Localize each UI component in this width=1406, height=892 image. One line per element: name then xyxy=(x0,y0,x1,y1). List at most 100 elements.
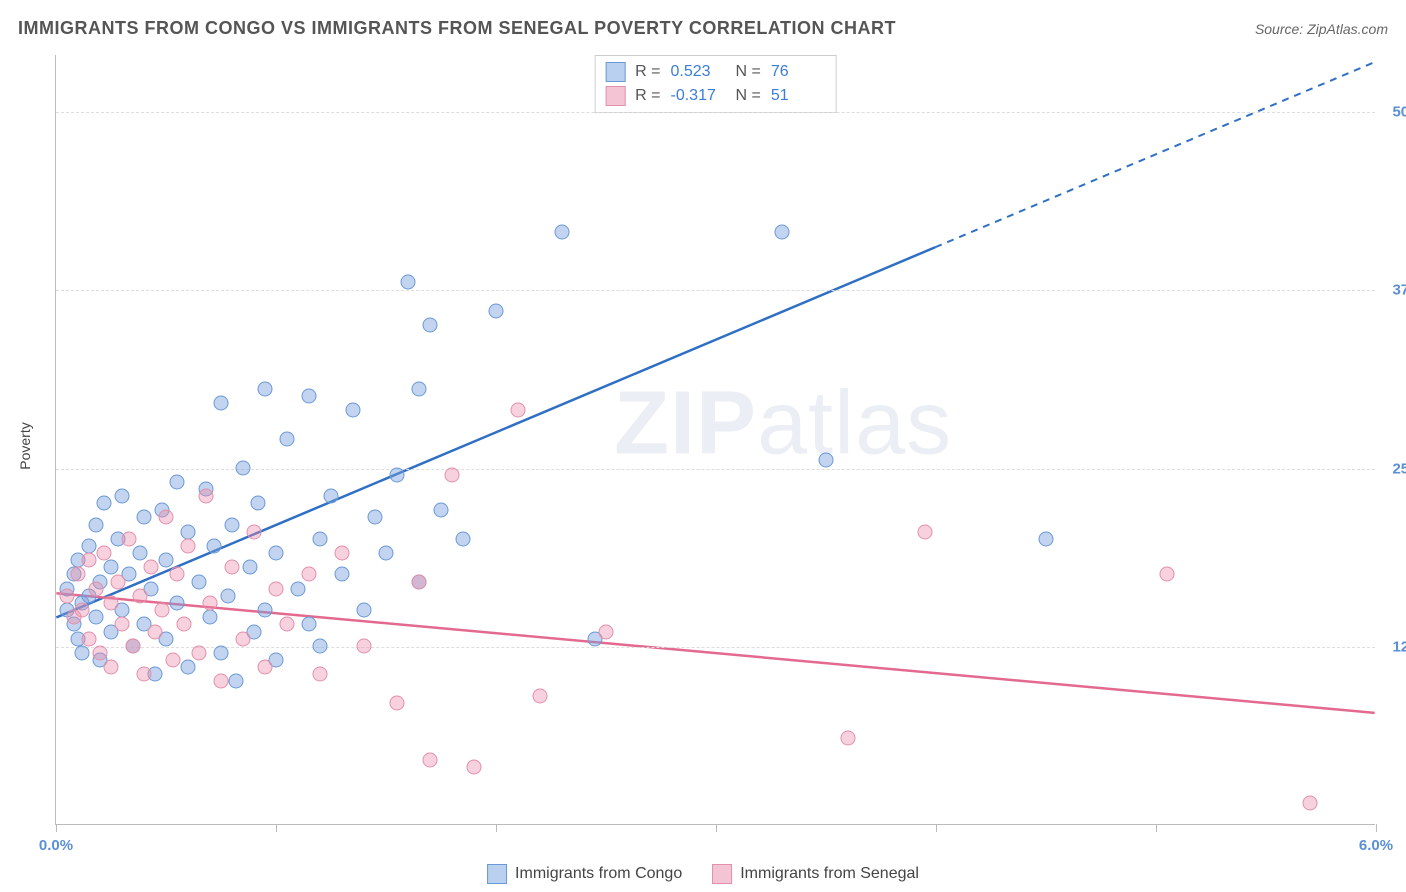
scatter-point xyxy=(165,653,180,668)
scatter-point xyxy=(346,403,361,418)
x-tick xyxy=(496,824,497,832)
scatter-point xyxy=(379,546,394,561)
scatter-point xyxy=(88,610,103,625)
source-name: ZipAtlas.com xyxy=(1307,21,1388,37)
legend-label: Immigrants from Congo xyxy=(515,865,682,883)
scatter-point xyxy=(456,531,471,546)
scatter-point xyxy=(412,574,427,589)
scatter-point xyxy=(203,610,218,625)
scatter-point xyxy=(251,496,266,511)
legend-item: Immigrants from Senegal xyxy=(712,864,919,884)
scatter-point xyxy=(170,567,185,582)
scatter-point xyxy=(104,560,119,575)
x-tick xyxy=(936,824,937,832)
trend-lines-svg xyxy=(56,55,1375,824)
scatter-point xyxy=(75,603,90,618)
x-tick xyxy=(1376,824,1377,832)
scatter-point xyxy=(390,695,405,710)
scatter-point xyxy=(1303,795,1318,810)
x-tick xyxy=(1156,824,1157,832)
scatter-point xyxy=(115,617,130,632)
scatter-point xyxy=(71,567,86,582)
correlation-stats-box: R =0.523N =76R =-0.317N =51 xyxy=(594,55,837,113)
scatter-point xyxy=(110,574,125,589)
scatter-point xyxy=(75,645,90,660)
scatter-point xyxy=(841,731,856,746)
scatter-point xyxy=(357,638,372,653)
scatter-point xyxy=(511,403,526,418)
scatter-point xyxy=(170,595,185,610)
trend-line-dashed xyxy=(935,62,1374,247)
y-tick-label: 37.5% xyxy=(1380,282,1406,299)
scatter-point xyxy=(335,567,350,582)
scatter-plot-area: ZIPatlas R =0.523N =76R =-0.317N =51 12.… xyxy=(55,55,1375,825)
scatter-point xyxy=(121,531,136,546)
chart-title: IMMIGRANTS FROM CONGO VS IMMIGRANTS FROM… xyxy=(18,18,896,39)
scatter-point xyxy=(214,396,229,411)
legend-swatch xyxy=(712,864,732,884)
scatter-point xyxy=(918,524,933,539)
scatter-point xyxy=(137,510,152,525)
scatter-point xyxy=(220,588,235,603)
y-tick-label: 12.5% xyxy=(1380,638,1406,655)
y-axis-title: Poverty xyxy=(17,422,33,469)
scatter-point xyxy=(214,674,229,689)
scatter-point xyxy=(412,382,427,397)
scatter-point xyxy=(269,546,284,561)
scatter-point xyxy=(423,752,438,767)
scatter-point xyxy=(291,581,306,596)
scatter-point xyxy=(368,510,383,525)
legend-item: Immigrants from Congo xyxy=(487,864,682,884)
n-label: N = xyxy=(736,87,761,105)
scatter-point xyxy=(434,503,449,518)
scatter-point xyxy=(313,531,328,546)
scatter-point xyxy=(280,617,295,632)
scatter-point xyxy=(489,303,504,318)
scatter-point xyxy=(126,638,141,653)
scatter-point xyxy=(143,560,158,575)
watermark-bold: ZIP xyxy=(614,374,757,474)
scatter-point xyxy=(313,667,328,682)
gridline-horizontal xyxy=(56,647,1375,648)
scatter-point xyxy=(258,660,273,675)
scatter-point xyxy=(775,225,790,240)
scatter-point xyxy=(302,617,317,632)
scatter-point xyxy=(97,496,112,511)
source-prefix: Source: xyxy=(1255,21,1307,37)
scatter-point xyxy=(104,595,119,610)
x-tick xyxy=(56,824,57,832)
watermark-light: atlas xyxy=(757,374,952,474)
scatter-point xyxy=(335,546,350,561)
scatter-point xyxy=(93,645,108,660)
legend-swatch xyxy=(487,864,507,884)
r-value: -0.317 xyxy=(671,87,726,105)
watermark: ZIPatlas xyxy=(614,373,952,476)
r-label: R = xyxy=(635,87,660,105)
y-tick-label: 50.0% xyxy=(1380,104,1406,121)
scatter-point xyxy=(236,460,251,475)
scatter-point xyxy=(236,631,251,646)
y-tick-label: 25.0% xyxy=(1380,460,1406,477)
series-swatch xyxy=(605,86,625,106)
scatter-point xyxy=(198,489,213,504)
x-tick xyxy=(276,824,277,832)
scatter-point xyxy=(115,489,130,504)
scatter-point xyxy=(599,624,614,639)
scatter-point xyxy=(302,389,317,404)
scatter-point xyxy=(181,660,196,675)
scatter-point xyxy=(555,225,570,240)
stats-row: R =0.523N =76 xyxy=(605,60,826,84)
scatter-point xyxy=(225,560,240,575)
scatter-point xyxy=(181,524,196,539)
x-tick-label: 6.0% xyxy=(1359,837,1393,854)
scatter-point xyxy=(203,595,218,610)
scatter-point xyxy=(819,453,834,468)
trend-line-solid xyxy=(56,593,1374,713)
x-tick-label: 0.0% xyxy=(39,837,73,854)
scatter-point xyxy=(357,603,372,618)
chart-source: Source: ZipAtlas.com xyxy=(1255,21,1388,37)
scatter-point xyxy=(192,645,207,660)
scatter-point xyxy=(82,553,97,568)
scatter-point xyxy=(533,688,548,703)
chart-header: IMMIGRANTS FROM CONGO VS IMMIGRANTS FROM… xyxy=(18,18,1388,39)
